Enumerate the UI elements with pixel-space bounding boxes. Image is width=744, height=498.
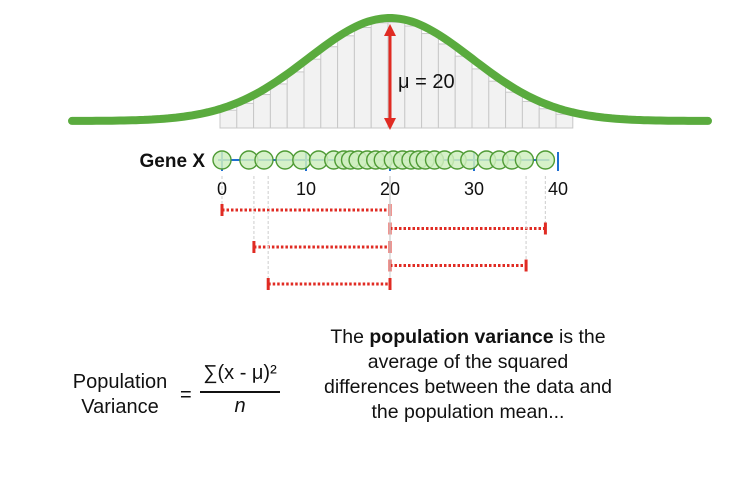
formula-numerator: ∑(x - μ)² [203,362,277,384]
formula-equals: = [180,384,192,406]
description-prefix: The [330,326,370,348]
histogram-bar [555,113,574,129]
histogram-bar [538,108,557,129]
histogram-bar [353,27,372,129]
tick-label: 10 [296,179,316,199]
histogram-bar [303,58,322,129]
arrow-head-down [384,118,396,130]
formula-lhs-line1: Population [72,371,168,393]
description-rest: is the average of the squared difference… [323,326,613,423]
tick-label: 40 [548,179,568,199]
histogram-bar [236,102,255,129]
axis-tick-labels: 0 10 20 30 40 [217,179,568,199]
variance-formula: Population Variance = ∑(x - μ)² n [60,360,320,430]
histogram-bar [253,94,271,129]
histogram-bar [521,100,540,129]
histogram [219,21,574,129]
histogram-bar [471,68,490,129]
data-points [212,150,556,170]
data-point [292,150,312,170]
data-point [535,150,556,170]
data-point [460,150,480,170]
gene-label: Gene X [140,151,206,172]
histogram-bar [219,109,238,129]
histogram-bar [286,71,305,129]
data-point [514,150,535,170]
formula-lhs: Population Variance [60,370,180,420]
difference-lines [220,176,547,290]
formula-lhs-line2: Variance [81,396,159,418]
formula-denominator: n [234,395,246,417]
histogram-bar [370,22,389,129]
fraction-bar [200,391,280,393]
description-text: The population variance is the average o… [318,325,618,425]
data-point [254,150,274,170]
mean-height-arrow [384,24,396,130]
histogram-bar [505,91,523,129]
histogram-bar [337,35,355,129]
data-point [212,150,232,170]
description-bold: population variance [369,326,554,348]
tick-label: 30 [464,179,484,199]
histogram-bar [269,83,288,129]
histogram-bar [488,80,507,129]
mean-label: μ = 20 [398,71,455,93]
histogram-bar [454,55,473,129]
histogram-bar [320,46,339,129]
normal-curve [68,14,712,125]
arrow-head-up [384,24,396,36]
data-point [275,150,295,170]
